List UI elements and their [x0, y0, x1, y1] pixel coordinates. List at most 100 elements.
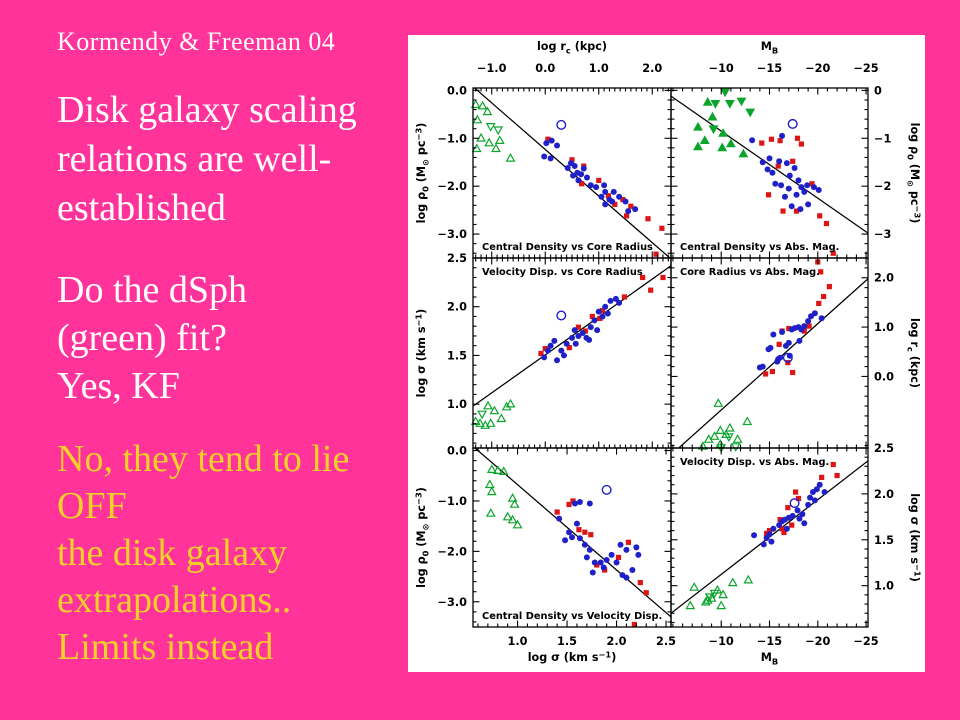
- svg-text:−20: −20: [805, 62, 830, 75]
- text-block-dsph-answer: No, they tend to lie OFF the disk galaxy ex…: [57, 436, 349, 671]
- panel-central-density-vs-velocity-disp: 1.0 1.5 2.0 2.5 log σ (km s−1) 0.0 −1.0 −2.0 −3.…: [413, 445, 676, 664]
- text-line: (green) fit?: [57, 317, 227, 359]
- series-red-squares: [538, 274, 666, 357]
- fit-line: [474, 448, 671, 618]
- svg-text:−2.0: −2.0: [438, 545, 468, 558]
- svg-text:1.5: 1.5: [874, 534, 894, 547]
- series-blue-circles: [756, 310, 825, 371]
- figure-panel: −1.0 0.0 1.0 2.0 log rc (kpc) 0.0 −1.0 −2.0 −3.0…: [408, 35, 925, 672]
- series-red-squares: [545, 136, 665, 257]
- svg-text:−3.0: −3.0: [438, 228, 468, 241]
- svg-text:2.5: 2.5: [874, 442, 894, 455]
- outlier-open-circle: [782, 352, 793, 363]
- svg-text:1.5: 1.5: [557, 635, 577, 648]
- svg-text:−3: −3: [874, 228, 891, 241]
- svg-text:−2: −2: [874, 180, 891, 193]
- svg-text:2.0: 2.0: [447, 301, 467, 314]
- series-green-triangles: [484, 464, 523, 529]
- series-green-triangles: [470, 398, 516, 429]
- panel-velocity-disp-vs-abs-mag: −10 −15 −20 −25 MB 2.5 2.0 1.5 1.0 log σ (km s−1)…: [670, 442, 923, 666]
- svg-text:−15: −15: [757, 635, 782, 648]
- svg-text:1.0: 1.0: [589, 62, 609, 75]
- svg-text:−20: −20: [805, 635, 830, 648]
- svg-text:−1.0: −1.0: [438, 132, 468, 145]
- svg-text:−15: −15: [757, 62, 782, 75]
- series-green-triangles: [685, 574, 754, 610]
- svg-text:0.0: 0.0: [874, 370, 894, 383]
- svg-text:log rc (kpc): log rc (kpc): [537, 40, 607, 55]
- text-line: established: [57, 187, 226, 229]
- svg-text:−2.0: −2.0: [438, 180, 468, 193]
- svg-text:log ρ0 (M⊙ pc−3): log ρ0 (M⊙ pc−3): [413, 487, 430, 588]
- svg-text:1.0: 1.0: [508, 635, 528, 648]
- series-blue-circles: [751, 481, 828, 548]
- text-line: Do the dSph: [57, 269, 247, 311]
- fit-line: [671, 95, 868, 234]
- svg-text:log ρ0 (M⊙ pc−3): log ρ0 (M⊙ pc−3): [906, 123, 923, 224]
- series-green-triangles: [693, 88, 756, 158]
- axis-labels: −10 −15 −20 −25 MB 2.5 2.0 1.5 1.0 log σ (km s−1): [709, 442, 923, 666]
- outlier-open-circle: [601, 484, 612, 495]
- svg-text:log σ (km s−1): log σ (km s−1): [528, 649, 617, 664]
- series-blue-circles: [749, 132, 822, 213]
- svg-text:2.0: 2.0: [642, 62, 662, 75]
- svg-text:−25: −25: [853, 635, 878, 648]
- svg-text:0.0: 0.0: [447, 84, 467, 97]
- fit-line: [473, 88, 671, 258]
- panel-title: Core Radius vs Abs. Mag.: [680, 267, 820, 278]
- axis-ticks: [671, 447, 868, 627]
- series-blue-circles: [541, 137, 639, 215]
- panel-central-density-vs-core-radius: −1.0 0.0 1.0 2.0 log rc (kpc) 0.0 −1.0 −2.0 −3.0…: [413, 40, 672, 259]
- panel-title: Central Density vs Abs. Mag.: [680, 242, 839, 253]
- svg-text:2.0: 2.0: [874, 488, 894, 501]
- svg-text:1.5: 1.5: [447, 349, 467, 362]
- svg-text:0.0: 0.0: [447, 445, 467, 458]
- outlier-open-circle: [787, 118, 798, 129]
- svg-text:MB: MB: [761, 40, 778, 55]
- svg-text:2.5: 2.5: [656, 635, 676, 648]
- text-line: extrapolations..: [57, 579, 292, 621]
- series-blue-circles: [556, 498, 642, 581]
- panel-frame: [670, 257, 869, 449]
- axis-labels: −10 −15 −20 −25 MB 0 −1 −2 −3 log ρ0 (M⊙ pc−3): [709, 40, 923, 241]
- svg-text:−10: −10: [709, 62, 734, 75]
- svg-text:−25: −25: [853, 62, 878, 75]
- axis-ticks: [671, 88, 868, 258]
- outlier-open-circle: [789, 498, 800, 509]
- text-line: Limits instead: [57, 626, 274, 668]
- series-green-triangles: [697, 398, 753, 453]
- text-line: OFF: [57, 485, 127, 527]
- text-block-dsph-question: Do the dSph (green) fit? Yes, KF: [57, 266, 247, 410]
- axis-ticks: [671, 257, 868, 448]
- svg-text:log σ (km s−1): log σ (km s−1): [908, 493, 923, 582]
- svg-text:2.5: 2.5: [447, 252, 467, 265]
- svg-text:−10: −10: [709, 635, 734, 648]
- svg-text:−1: −1: [874, 132, 891, 145]
- svg-text:1.0: 1.0: [447, 398, 467, 411]
- panel-velocity-disp-vs-core-radius: 2.5 2.0 1.5 1.0 log σ (km s−1) Velocity Disp.…: [413, 252, 672, 449]
- attribution-text: Kormendy & Freeman 04: [57, 27, 336, 56]
- svg-text:log σ (km s−1): log σ (km s−1): [413, 309, 428, 398]
- text-line: Disk galaxy scaling: [57, 89, 357, 131]
- panel-central-density-vs-abs-mag: −10 −15 −20 −25 MB 0 −1 −2 −3 log ρ0 (M⊙ pc−3) Cen…: [670, 40, 923, 259]
- svg-text:−3.0: −3.0: [438, 596, 468, 609]
- svg-text:0: 0: [874, 84, 882, 97]
- svg-text:2.0: 2.0: [874, 272, 894, 285]
- text-block-scaling-relations: Disk galaxy scaling relations are well-es…: [57, 86, 357, 233]
- text-line: relations are well-: [57, 138, 332, 180]
- series-red-squares: [759, 135, 836, 256]
- text-line: No, they tend to lie: [57, 438, 350, 480]
- text-line: Yes, KF: [57, 365, 180, 407]
- svg-text:1.0: 1.0: [874, 321, 894, 334]
- panel-title: Central Density vs Core Radius: [482, 242, 653, 253]
- panel-title: Velocity Disp. vs Abs. Mag.: [680, 457, 829, 468]
- axis-labels: 1.0 1.5 2.0 2.5 log σ (km s−1) 0.0 −1.0 −2.0 −3.…: [413, 445, 676, 664]
- series-blue-circles: [541, 295, 623, 364]
- svg-text:1.0: 1.0: [874, 580, 894, 593]
- panel-title: Central Density vs Velocity Disp.: [482, 611, 662, 622]
- svg-text:−1.0: −1.0: [477, 62, 507, 75]
- axis-labels: 2.0 1.0 0.0 log rc (kpc): [874, 272, 921, 388]
- panel-title: Velocity Disp. vs Core Radius: [482, 267, 643, 278]
- svg-text:−1.0: −1.0: [438, 495, 468, 508]
